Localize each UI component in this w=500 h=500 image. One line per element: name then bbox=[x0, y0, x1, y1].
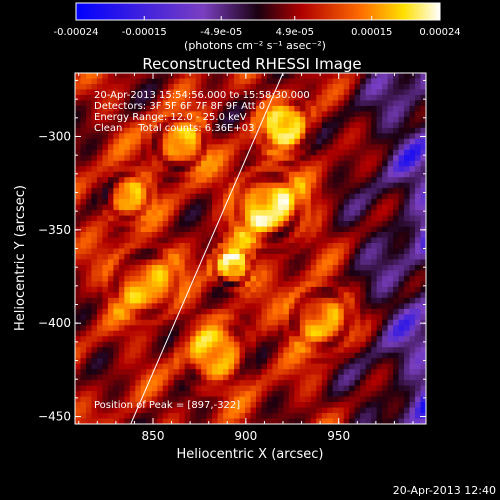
chart-title: Reconstructed RHESSI Image bbox=[142, 55, 361, 73]
colorbar-tick-label: 4.9e-05 bbox=[276, 27, 314, 38]
colorbar bbox=[75, 2, 441, 21]
annotation-total-counts: Clean Total counts: 6.36E+03 bbox=[94, 123, 254, 134]
heatmap-image bbox=[75, 73, 426, 424]
x-tick-label: 850 bbox=[142, 429, 165, 443]
x-tick-label: 950 bbox=[327, 429, 350, 443]
y-tick-label: −450 bbox=[38, 410, 71, 424]
x-axis-label: Heliocentric X (arcsec) bbox=[177, 447, 324, 462]
limb-line bbox=[130, 72, 284, 425]
colorbar-tick-label: -0.00024 bbox=[54, 27, 99, 38]
colorbar-tick-label: -0.00015 bbox=[122, 27, 167, 38]
axis-ticks: 850 900 950 −300 −350 −400 −450 bbox=[38, 73, 426, 443]
annotation-time-range: 20-Apr-2013 15:54:56.000 to 15:58:30.000 bbox=[94, 90, 310, 101]
colorbar-tick-label: 0.00024 bbox=[419, 27, 460, 38]
footer-timestamp: 20-Apr-2013 12:40 bbox=[393, 484, 496, 497]
y-tick-label: −400 bbox=[38, 316, 71, 330]
colorbar-tick-label: -4.9e-05 bbox=[200, 27, 242, 38]
y-axis-label: Heliocentric Y (arcsec) bbox=[13, 185, 28, 331]
colorbar-tick-label: 0.00015 bbox=[351, 27, 392, 38]
annotation-detectors: Detectors: 3F 5F 6F 7F 8F 9F Att 0 bbox=[94, 101, 265, 112]
x-tick-label: 900 bbox=[234, 429, 257, 443]
colorbar-unit-label: (photons cm⁻² s⁻¹ asec⁻²) bbox=[184, 39, 326, 52]
y-tick-label: −300 bbox=[38, 129, 71, 143]
colorbar-ticks: -0.00024 -0.00015 -4.9e-05 4.9e-05 0.00015 0.… bbox=[54, 16, 461, 38]
annotation-energy-range: Energy Range: 12.0 - 25.0 keV bbox=[94, 112, 247, 123]
y-tick-label: −350 bbox=[38, 223, 71, 237]
annotation-peak-position: Position of Peak = [897,-322] bbox=[94, 400, 240, 411]
